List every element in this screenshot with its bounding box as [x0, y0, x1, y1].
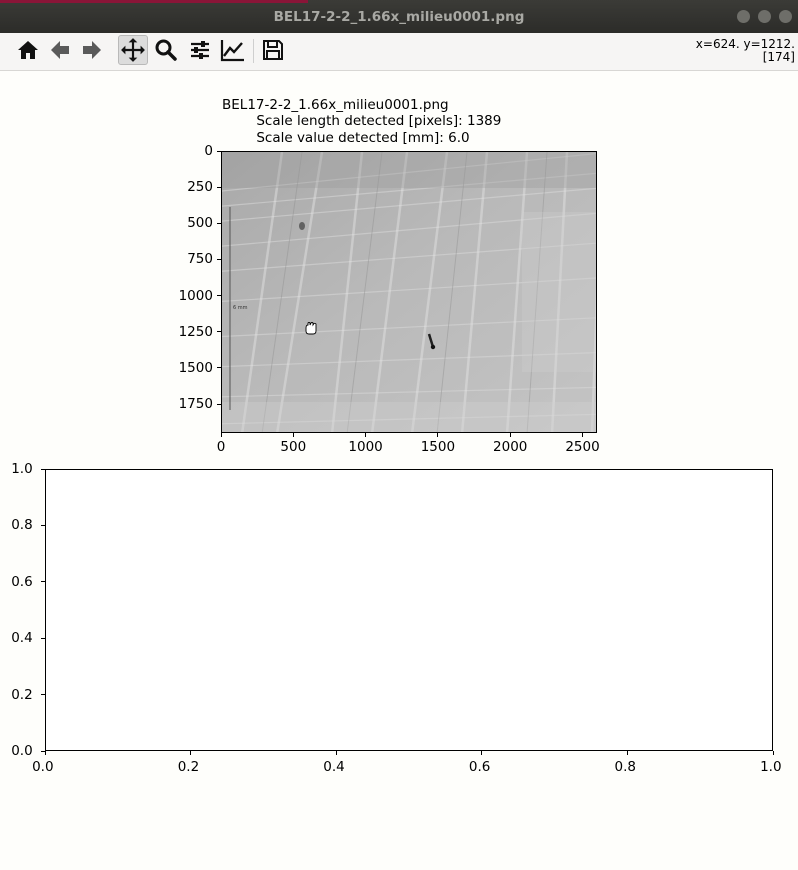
x-tick-label: 0.4: [323, 759, 345, 775]
toolbar: [0, 33, 798, 71]
edit-axis-button[interactable]: [218, 35, 248, 65]
minimize-button[interactable]: [737, 10, 750, 23]
y-tick-mark: [217, 222, 221, 224]
cursor-coordinates: x=624. y=1212. [174]: [696, 38, 795, 64]
y-tick-mark: [41, 694, 45, 696]
x-tick-mark: [509, 433, 511, 437]
y-tick-label: 0.6: [11, 573, 33, 590]
coords-xy: x=624. y=1212.: [695, 37, 795, 51]
y-tick-label: 1000: [178, 287, 213, 304]
plot1-title-line3: Scale value detected [mm]: 6.0: [222, 130, 470, 146]
x-tick-mark: [220, 433, 222, 437]
y-tick-mark: [217, 367, 221, 369]
x-tick-label: 1.0: [760, 759, 782, 775]
x-tick-mark: [335, 751, 337, 755]
y-tick-label: 0.4: [11, 630, 33, 647]
x-tick-label: 500: [280, 439, 307, 455]
figure-canvas[interactable]: BEL17-2-2_1.66x_milieu0001.png Scale len…: [0, 71, 798, 870]
y-tick-mark: [217, 295, 221, 297]
y-tick-label: 1750: [178, 396, 213, 413]
window-titlebar[interactable]: BEL17-2-2_1.66x_milieu0001.png: [0, 0, 798, 33]
image-axes[interactable]: 6 mm: [221, 151, 597, 433]
x-tick-label: 0.2: [177, 759, 200, 775]
back-icon: [51, 41, 69, 59]
zoom-button[interactable]: [151, 35, 181, 65]
toolbar-separator: [253, 39, 254, 63]
home-button[interactable]: [13, 35, 43, 65]
x-tick-label: 1000: [348, 439, 383, 455]
forward-icon: [83, 41, 101, 59]
empty-axes[interactable]: [45, 469, 773, 751]
configure-subplots-icon: [191, 41, 209, 59]
y-tick-label: 250: [187, 179, 213, 196]
pan-button[interactable]: [118, 35, 148, 65]
y-tick-label: 500: [187, 215, 213, 232]
y-tick-label: 1500: [178, 359, 213, 376]
edit-axis-icon: [220, 40, 244, 62]
y-tick-mark: [41, 581, 45, 583]
save-button[interactable]: [258, 35, 288, 65]
y-tick-label: 0.8: [11, 517, 33, 534]
y-tick-mark: [217, 403, 221, 405]
x-tick-mark: [437, 433, 439, 437]
zoom-icon: [155, 39, 177, 61]
x-tick-label: 2500: [565, 439, 600, 455]
y-tick-label: 0.2: [11, 686, 33, 703]
home-icon: [18, 41, 38, 59]
y-tick-label: 0: [204, 143, 213, 159]
x-tick-label: 0: [216, 439, 226, 455]
y-tick-mark: [217, 258, 221, 260]
y-tick-mark: [41, 468, 45, 470]
y-tick-label: 1.0: [11, 461, 33, 477]
window-title: BEL17-2-2_1.66x_milieu0001.png: [273, 9, 525, 25]
x-tick-label: 0.6: [468, 759, 491, 775]
maximize-button[interactable]: [758, 10, 771, 23]
y-tick-mark: [217, 150, 221, 152]
back-button[interactable]: [45, 35, 75, 65]
scale-bar-label: 6 mm: [233, 305, 248, 311]
y-tick-label: 1250: [178, 323, 213, 340]
x-tick-label: 0.8: [614, 759, 636, 775]
y-tick-mark: [41, 524, 45, 526]
x-tick-mark: [44, 751, 46, 755]
save-icon: [263, 40, 283, 60]
x-tick-mark: [481, 751, 483, 755]
pan-icon: [121, 38, 145, 62]
x-tick-label: 2000: [493, 439, 528, 455]
x-tick-mark: [582, 433, 584, 437]
x-tick-label: 1500: [420, 439, 456, 455]
x-tick-label: 0.0: [32, 759, 54, 775]
y-tick-label: 0.0: [11, 743, 33, 759]
x-tick-mark: [365, 433, 367, 437]
y-tick-mark: [41, 750, 45, 752]
x-tick-mark: [292, 433, 294, 437]
grab-hand-cursor-icon: [305, 322, 317, 335]
plot1-title-line2: Scale length detected [pixels]: 1389: [222, 113, 502, 129]
x-tick-mark: [772, 751, 774, 755]
y-tick-label: 750: [187, 251, 213, 268]
y-tick-mark: [217, 186, 221, 188]
y-tick-mark: [217, 331, 221, 333]
x-tick-mark: [190, 751, 192, 755]
x-tick-mark: [626, 751, 628, 755]
coords-value: [174]: [762, 50, 795, 64]
y-tick-mark: [41, 637, 45, 639]
forward-button[interactable]: [77, 35, 107, 65]
wood-sample-image: 6 mm: [222, 152, 596, 432]
close-button[interactable]: [779, 10, 792, 23]
plot1-title-line1: BEL17-2-2_1.66x_milieu0001.png: [222, 97, 449, 113]
configure-subplots-button[interactable]: [185, 35, 215, 65]
titlebar-accent: [0, 0, 308, 3]
